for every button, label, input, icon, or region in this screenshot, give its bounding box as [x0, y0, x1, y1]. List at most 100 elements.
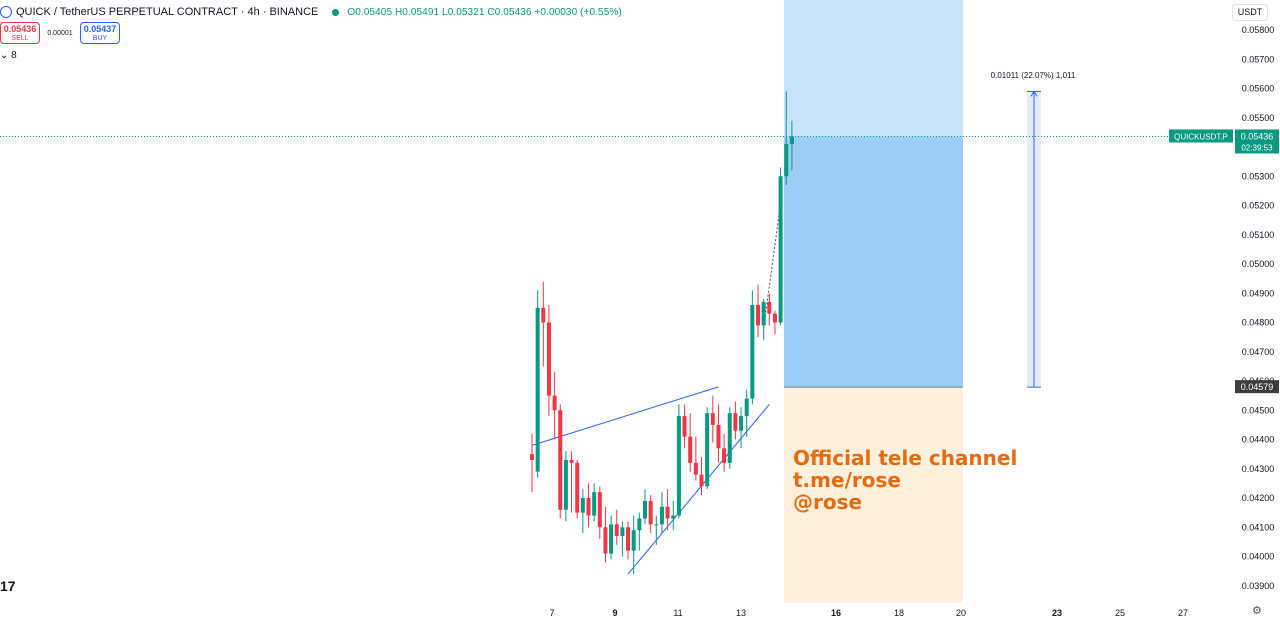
trade-panel: 0.05436 SELL 0.00001 0.05437 BUY — [0, 22, 120, 44]
candle-body — [609, 524, 614, 554]
candle-body — [739, 416, 744, 431]
buy-label: BUY — [92, 35, 108, 42]
time-tick: 18 — [894, 608, 904, 618]
chevron-down-icon: ⌄ — [0, 50, 9, 61]
indicators-toggle[interactable]: ⌄ 8 — [0, 50, 17, 61]
time-tick: 13 — [736, 608, 746, 618]
price-tick: 0.05600 — [1242, 84, 1275, 94]
candle-body — [592, 492, 597, 516]
time-tick: 23 — [1052, 608, 1062, 618]
axis-price-labels: QUICKUSDT.P 0.05436 02:39:53 0.04579 — [1169, 129, 1279, 394]
sell-price: 0.05436 — [3, 24, 37, 34]
candle-body — [784, 144, 789, 177]
annotation-line-2: @rose — [793, 490, 862, 514]
candle-body — [614, 524, 619, 537]
chart-header: QUICK / TetherUS PERPETUAL CONTRACT · 4h… — [0, 4, 622, 20]
candle-body — [541, 307, 546, 323]
time-tick: 20 — [956, 608, 966, 618]
candle-body — [767, 302, 772, 314]
candle-body — [654, 524, 659, 526]
candle-body — [530, 454, 534, 460]
candle-body — [733, 413, 738, 431]
symbol-logo-icon — [0, 6, 12, 18]
spread-value: 0.00001 — [47, 29, 73, 37]
entry-price-label: 0.04579 — [1241, 382, 1274, 392]
price-range-measure — [1027, 90, 1041, 388]
target-zone-upper — [784, 0, 963, 137]
sell-label: SELL — [11, 35, 29, 42]
candles — [530, 91, 794, 575]
candle-body — [761, 302, 766, 326]
price-tick: 0.05800 — [1242, 25, 1275, 35]
candle-body — [659, 506, 664, 525]
candle-body — [575, 462, 580, 513]
target-zone-filled — [784, 136, 963, 388]
price-tick: 0.04000 — [1242, 552, 1275, 562]
candle-body — [620, 527, 625, 537]
countdown-label: 02:39:53 — [1241, 143, 1273, 152]
currency-selector[interactable]: USDT — [1232, 4, 1268, 21]
trendline-0 — [531, 386, 719, 446]
measure-arrow-head — [1030, 90, 1038, 97]
trendlines — [531, 202, 782, 575]
candle-body — [722, 448, 727, 463]
annotation-line-1: t.me/rose — [793, 468, 901, 492]
price-tick: 0.05000 — [1242, 259, 1275, 269]
candle-body — [682, 416, 687, 437]
time-tick: 27 — [1178, 608, 1188, 618]
candle-body — [693, 462, 698, 475]
time-tick: 11 — [673, 608, 682, 618]
candle-body — [750, 304, 755, 399]
price-axis: 0.058000.057000.056000.055000.054000.053… — [1242, 25, 1275, 591]
price-tick: 0.05300 — [1242, 171, 1275, 181]
buy-button[interactable]: 0.05437 BUY — [80, 22, 120, 44]
candle-body — [637, 518, 642, 531]
candle-body — [772, 313, 777, 323]
buy-price: 0.05437 — [83, 24, 117, 34]
candle-body — [586, 498, 591, 516]
candle-body — [727, 413, 732, 463]
candle-body — [744, 398, 749, 417]
price-tick: 0.04400 — [1242, 435, 1275, 445]
candle-body — [603, 527, 608, 554]
annotation-line-0: Official tele channel — [793, 446, 1017, 470]
price-tick: 0.05100 — [1242, 230, 1275, 240]
price-tick: 0.04100 — [1242, 522, 1275, 532]
candle-body — [688, 436, 693, 463]
price-tick: 0.04300 — [1242, 464, 1275, 474]
current-price-label-bg — [1235, 129, 1279, 154]
candle-body — [558, 410, 563, 510]
price-tick: 0.05200 — [1242, 201, 1275, 211]
trendline-1 — [627, 404, 770, 575]
settings-icon[interactable]: ⚙ — [1252, 605, 1262, 617]
symbol-label: QUICKUSDT.P — [1174, 132, 1228, 141]
measure-label: 0.01011 (22.07%) 1,011 — [991, 71, 1076, 80]
price-tick: 0.04900 — [1242, 288, 1275, 298]
time-axis: 7 9 11 13 16 18 20 23 25 27 — [549, 608, 1188, 618]
candle-body — [643, 500, 647, 519]
symbol-title[interactable]: QUICK / TetherUS PERPETUAL CONTRACT · 4h… — [16, 6, 319, 18]
indicator-count: 8 — [11, 50, 17, 61]
projection-line — [763, 202, 782, 329]
time-tick: 25 — [1115, 608, 1125, 618]
candle-body — [580, 498, 585, 513]
candle-body — [535, 307, 540, 472]
entry-price-label-bg — [1235, 380, 1279, 394]
tradingview-logo: 17 — [0, 578, 16, 594]
sell-button[interactable]: 0.05436 SELL — [0, 22, 40, 44]
candle-body — [569, 459, 574, 463]
candle-body — [546, 322, 551, 396]
price-tick: 0.04700 — [1242, 347, 1275, 357]
price-tick: 0.04800 — [1242, 318, 1275, 328]
ohlc-readout: O0.05405 H0.05491 L0.05321 C0.05436 +0.0… — [347, 6, 622, 18]
long-position-zones — [784, 0, 963, 603]
candle-body — [789, 136, 794, 145]
price-tick: 0.04500 — [1242, 405, 1275, 415]
candle-body — [705, 413, 710, 487]
candle-body — [676, 416, 681, 516]
candle-body — [756, 304, 760, 326]
price-tick: 0.04200 — [1242, 493, 1275, 503]
time-tick: 9 — [612, 608, 617, 618]
